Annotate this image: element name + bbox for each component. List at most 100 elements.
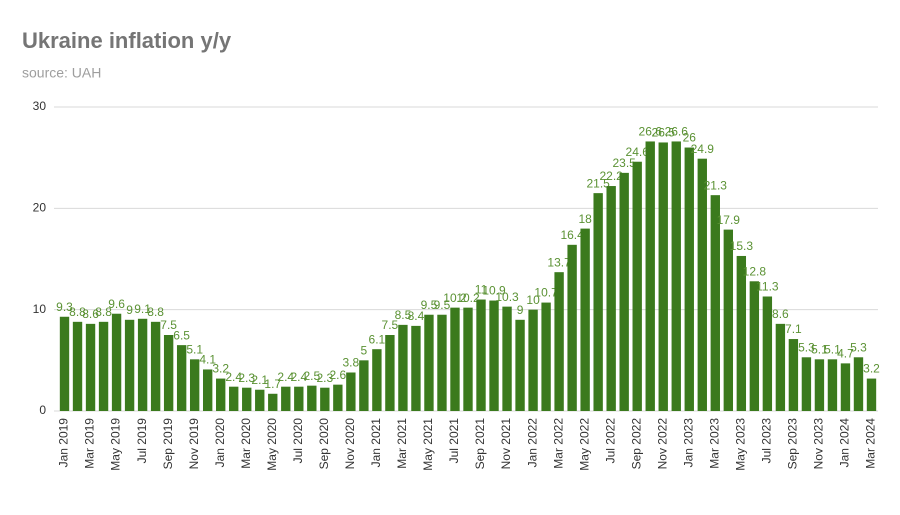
bar bbox=[307, 385, 317, 411]
x-tick-label: May 2020 bbox=[265, 418, 279, 471]
bar bbox=[645, 141, 655, 411]
data-label: 21.3 bbox=[704, 178, 728, 192]
x-tick-label: Jul 2019 bbox=[135, 418, 149, 464]
data-label: 6.5 bbox=[173, 328, 190, 342]
x-tick-label: Jan 2022 bbox=[525, 418, 539, 468]
x-tick-label: Mar 2021 bbox=[395, 418, 409, 469]
bar bbox=[72, 321, 83, 411]
bar bbox=[189, 359, 200, 411]
data-label: 8.8 bbox=[95, 305, 112, 319]
bar bbox=[476, 299, 486, 411]
data-label: 10.2 bbox=[443, 291, 467, 305]
bar bbox=[320, 387, 330, 411]
x-tick-label: Jan 2019 bbox=[57, 418, 71, 468]
bar bbox=[853, 357, 864, 411]
data-label: 2.3 bbox=[238, 371, 255, 385]
bar bbox=[411, 325, 421, 411]
x-tick-label: Jan 2023 bbox=[681, 418, 695, 468]
bar bbox=[150, 321, 161, 411]
data-label: 6.1 bbox=[369, 332, 386, 346]
bar bbox=[541, 302, 551, 411]
x-tick-label: Jul 2021 bbox=[447, 418, 461, 464]
data-label: 23.5 bbox=[613, 156, 637, 170]
x-tick-label: Nov 2022 bbox=[655, 418, 669, 470]
bar bbox=[424, 314, 434, 411]
x-tick-label: Jan 2024 bbox=[838, 418, 852, 468]
data-label: 2.3 bbox=[316, 371, 333, 385]
data-label: 2.4 bbox=[225, 370, 242, 384]
x-tick-label: May 2022 bbox=[577, 418, 591, 471]
x-tick-label: Nov 2019 bbox=[187, 418, 201, 470]
data-label: 5.1 bbox=[824, 342, 841, 356]
x-tick-label: Mar 2024 bbox=[864, 418, 878, 469]
bar bbox=[163, 335, 174, 411]
bar bbox=[606, 186, 616, 411]
bar bbox=[710, 195, 720, 411]
data-label: 5.1 bbox=[811, 342, 828, 356]
bar bbox=[580, 228, 590, 411]
data-label: 26.6 bbox=[665, 125, 689, 139]
x-tick-label: Jan 2021 bbox=[369, 418, 383, 468]
data-label: 26.6 bbox=[639, 125, 663, 139]
x-tick-label: Nov 2020 bbox=[343, 418, 357, 470]
data-label: 22.2 bbox=[599, 169, 623, 183]
bar bbox=[801, 357, 812, 411]
y-tick-label: 10 bbox=[33, 302, 47, 316]
bar bbox=[775, 323, 786, 411]
bar bbox=[684, 147, 694, 412]
x-tick-label: Mar 2023 bbox=[707, 418, 721, 469]
data-label: 7.1 bbox=[785, 322, 802, 336]
data-label: 8.4 bbox=[408, 309, 425, 323]
bar bbox=[658, 142, 668, 411]
data-label: 2.4 bbox=[277, 370, 294, 384]
bar bbox=[840, 363, 851, 411]
data-label: 17.9 bbox=[717, 213, 741, 227]
data-label: 2.6 bbox=[329, 368, 346, 382]
data-label: 13.7 bbox=[547, 255, 571, 269]
bar bbox=[788, 339, 799, 411]
data-label: 8.5 bbox=[395, 308, 412, 322]
bar bbox=[137, 318, 148, 411]
x-tick-label: Mar 2020 bbox=[239, 418, 253, 469]
bar bbox=[268, 393, 278, 411]
data-label: 12.8 bbox=[743, 264, 767, 278]
data-label: 10.3 bbox=[495, 290, 519, 304]
bar bbox=[385, 335, 395, 411]
data-label: 8.8 bbox=[69, 305, 86, 319]
x-tick-label: Jan 2020 bbox=[213, 418, 227, 468]
y-tick-label: 30 bbox=[33, 99, 47, 113]
data-label: 8.6 bbox=[772, 307, 789, 321]
data-label: 9.5 bbox=[421, 298, 438, 312]
data-label: 9.5 bbox=[434, 298, 451, 312]
data-label: 9.1 bbox=[134, 302, 151, 316]
data-label: 4.7 bbox=[837, 347, 854, 361]
x-tick-label: Sep 2020 bbox=[317, 418, 331, 470]
data-label: 15.3 bbox=[730, 239, 754, 253]
x-tick-label: Mar 2022 bbox=[551, 418, 565, 469]
bar bbox=[489, 300, 499, 411]
bar bbox=[671, 141, 681, 411]
bar bbox=[242, 387, 252, 411]
data-label: 3.2 bbox=[212, 362, 229, 376]
data-label: 9 bbox=[517, 303, 524, 317]
bar bbox=[697, 158, 707, 411]
data-label: 10.2 bbox=[456, 291, 480, 305]
data-label: 1.7 bbox=[264, 377, 281, 391]
data-label: 5.3 bbox=[850, 340, 867, 354]
data-label: 21.5 bbox=[586, 176, 610, 190]
data-label: 26 bbox=[683, 131, 697, 145]
data-label: 10.9 bbox=[482, 284, 506, 298]
bar bbox=[502, 306, 512, 411]
bar bbox=[85, 323, 96, 411]
bar bbox=[749, 281, 760, 411]
bar bbox=[346, 372, 356, 411]
data-label: 3.8 bbox=[343, 356, 360, 370]
x-tick-label: Jul 2022 bbox=[603, 418, 617, 464]
data-label: 3.2 bbox=[863, 362, 880, 376]
bar bbox=[814, 359, 825, 411]
data-label: 24.9 bbox=[691, 142, 715, 156]
bar bbox=[528, 309, 538, 411]
data-label: 10 bbox=[526, 293, 540, 307]
bar bbox=[202, 369, 213, 411]
data-label: 5 bbox=[361, 344, 368, 358]
